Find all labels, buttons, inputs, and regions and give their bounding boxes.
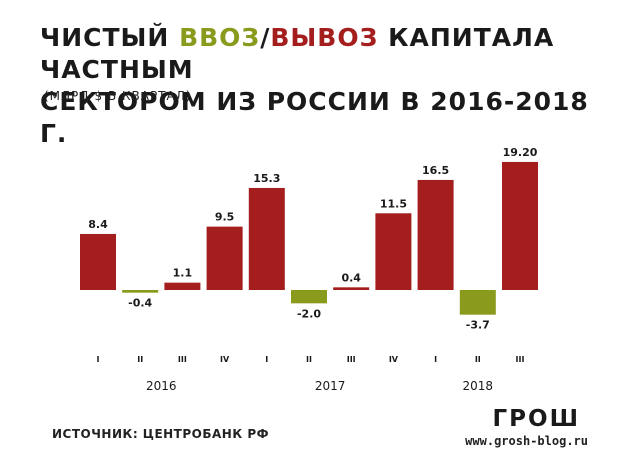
bar: [206, 226, 243, 290]
x-tick-label: IV: [389, 355, 399, 364]
source-note: ИСТОЧНИК: ЦЕНТРОБАНК РФ: [52, 427, 270, 441]
bar: [164, 282, 201, 290]
brand-logo: ГРОШ: [492, 406, 580, 432]
bar-value-label: -0.4: [128, 297, 152, 310]
title-line1-a: ЧИСТЫЙ: [40, 23, 180, 52]
x-tick-label: III: [178, 355, 187, 364]
x-tick-label: II: [137, 355, 143, 364]
bar-value-label: 16.5: [422, 164, 449, 177]
bar-value-label: -3.7: [466, 319, 490, 332]
title-inflow-word: ВВОЗ: [179, 23, 261, 52]
bar-value-label: 0.4: [341, 271, 361, 284]
x-tick-label: II: [475, 355, 481, 364]
x-tick-label: I: [265, 355, 268, 364]
bar-value-label: 15.3: [253, 172, 280, 185]
bar: [502, 161, 538, 290]
bar: [291, 290, 327, 304]
title-line2: СЕКТОРОМ ИЗ РОССИИ В 2016-2018 Г.: [40, 87, 589, 148]
x-tick-label: II: [306, 355, 312, 364]
x-tick-label: III: [516, 355, 525, 364]
bar-value-label: 1.1: [173, 267, 193, 280]
x-tick-label: I: [434, 355, 437, 364]
bar: [417, 179, 454, 290]
title-line1-b: КАПИТАЛА ЧАСТНЫМ: [40, 23, 555, 84]
bar-value-label: -2.0: [297, 307, 321, 320]
bar-value-label: 8.4: [88, 218, 108, 231]
chart-title: ЧИСТЫЙ ВВОЗ/ВЫВОЗ КАПИТАЛА ЧАСТНЫМ СЕКТО…: [40, 22, 620, 150]
bar-value-label: 19.20: [503, 146, 538, 159]
title-outflow-word: ВЫВОЗ: [270, 23, 379, 52]
bar: [122, 290, 159, 293]
bar: [333, 287, 370, 290]
x-tick-label: I: [97, 355, 100, 364]
year-group-label: 2016: [146, 379, 177, 393]
x-tick-label: III: [347, 355, 356, 364]
bar-value-label: 11.5: [380, 197, 407, 210]
year-group-label: 2018: [463, 379, 494, 393]
bar: [248, 187, 285, 290]
chart-subtitle: (МЛРД $ В КВАРТАЛ): [44, 89, 192, 103]
bar-value-label: 9.5: [215, 211, 235, 224]
x-tick-label: IV: [220, 355, 230, 364]
year-group-label: 2017: [315, 379, 346, 393]
bar: [459, 290, 496, 315]
title-slash: /: [260, 23, 271, 52]
bar: [375, 213, 412, 290]
site-url[interactable]: www.grosh-blog.ru: [465, 434, 588, 448]
bar: [80, 233, 116, 290]
